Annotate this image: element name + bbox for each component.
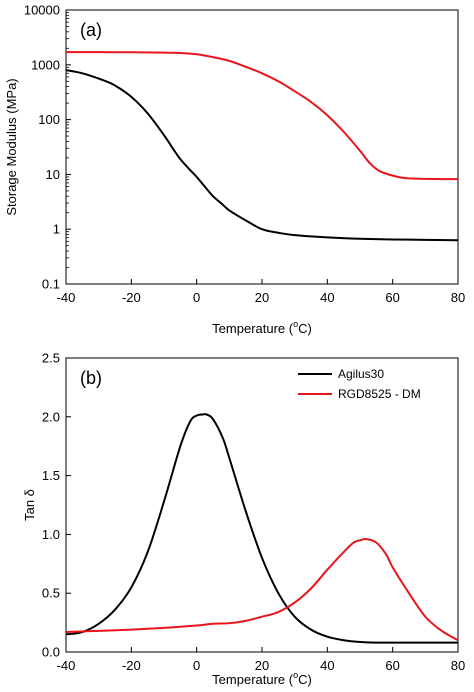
panel-b-x-tick-label: 40	[320, 658, 334, 673]
panel-b-line-agilus30	[65, 413, 458, 644]
panel-a-x-axis-label: Temperature (oC)	[212, 319, 312, 336]
panel-a-y-tick-label: 10000	[24, 3, 60, 18]
panel-b-x-axis-label-superscript: o	[293, 670, 298, 680]
panel-a-x-axis-label-unit: C)	[298, 321, 312, 336]
panel-b-y-axis-label: Tan δ	[22, 489, 37, 521]
panel-a-x-axis-label-superscript: o	[293, 319, 298, 329]
panel-a-x-tick-label: 80	[451, 290, 465, 305]
panel-a-y-tick-label: 100	[38, 112, 60, 127]
panel-a-storage-modulus-chart: -40 -20 0 20 40 60 80 0.1 1 10 100 1000 10000 (a) Temp…	[4, 3, 465, 337]
panel-b-x-tick-label: -20	[122, 658, 141, 673]
panel-b-plot-frame	[65, 357, 459, 653]
panel-b-legend-label-agilus30: Agilus30	[338, 367, 384, 381]
panel-b-y-tick-label: 0.0	[42, 645, 60, 660]
panel-b-y-tick-label: 2.5	[42, 351, 60, 366]
panel-b-tan-delta-chart: -40 -20 0 20 40 60 80 0.0 0.5 1.0 1.5 2.0 2.5 (b) Temp…	[22, 351, 465, 688]
panel-b-x-axis-label: Temperature (oC)	[212, 670, 312, 687]
panel-a-x-tick-label: 40	[320, 290, 334, 305]
panel-b-line-rgd8525-dm	[65, 538, 459, 642]
panel-b-legend-label-rgd8525-dm: RGD8525 - DM	[338, 387, 421, 401]
panel-a-x-tick-label: 60	[385, 290, 399, 305]
panel-b-x-tick-label: 80	[451, 658, 465, 673]
panel-a-label: (a)	[80, 20, 102, 40]
panel-a-line-series-2	[65, 51, 459, 181]
panel-b-x-tick-label: 60	[385, 658, 399, 673]
panel-a-plot-frame	[65, 9, 459, 285]
panel-a-line-series-1	[65, 69, 459, 242]
panel-b-x-axis-label-text: Temperature (	[212, 672, 294, 687]
panel-a-y-tick-label: 1000	[31, 57, 60, 72]
panel-b-label: (b)	[80, 368, 102, 388]
panel-b-x-tick-label: 0	[193, 658, 200, 673]
panel-a-x-tick-label: -40	[57, 290, 76, 305]
panel-b-x-tick-label: -40	[57, 658, 76, 673]
panel-a-y-tick-label: 1	[53, 222, 60, 237]
panel-a-x-tick-label: 0	[193, 290, 200, 305]
panel-b-y-tick-label: 1.0	[42, 527, 60, 542]
panel-b-x-tick-label: 20	[255, 658, 269, 673]
panel-a-x-tick-label: 20	[255, 290, 269, 305]
panel-b-x-axis-label-unit: C)	[298, 672, 312, 687]
panel-b-y-tick-label: 0.5	[42, 586, 60, 601]
panel-a-x-axis-label-text: Temperature (	[212, 321, 294, 336]
panel-a-y-tick-label: 0.1	[42, 277, 60, 292]
panel-b-y-tick-label: 2.0	[42, 409, 60, 424]
panel-a-y-axis-label: Storage Modulus (MPa)	[4, 78, 19, 215]
panel-a-x-tick-label: -20	[122, 290, 141, 305]
panel-a-y-tick-label: 10	[46, 167, 60, 182]
panel-b-y-tick-label: 1.5	[42, 468, 60, 483]
